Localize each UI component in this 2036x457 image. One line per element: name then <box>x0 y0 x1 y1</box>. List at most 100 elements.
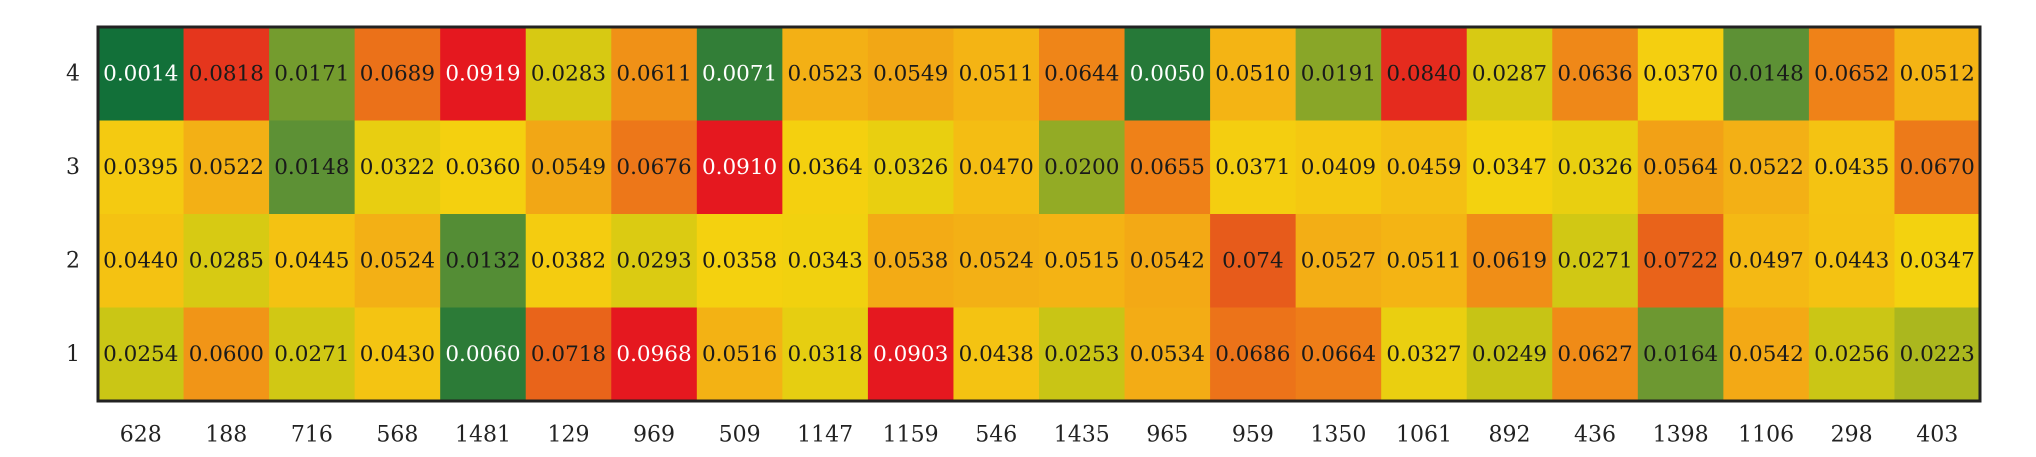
x-tick-label: 716 <box>291 423 333 448</box>
cell-value-label: 0.0223 <box>1900 342 1975 367</box>
x-axis-ticks: 628 188 716 568 1481 129 969 509 1147 1159 546 1435… <box>120 423 1958 448</box>
cell-value-label: 0.0271 <box>274 342 349 367</box>
x-tick-label: 969 <box>633 423 675 448</box>
heatmap-cell <box>1124 307 1211 402</box>
cell-value-label: 0.0326 <box>1557 155 1632 180</box>
cell-value-label: 0.0430 <box>360 342 435 367</box>
heatmap-cell <box>1723 120 1810 215</box>
cell-value-label: 0.0358 <box>702 248 777 273</box>
cell-value-label: 0.0919 <box>445 61 520 86</box>
heatmap-cell <box>1808 214 1896 309</box>
cell-value-label: 0.0627 <box>1557 342 1632 367</box>
heatmap-cell <box>440 214 527 309</box>
cell-value-label: 0.0191 <box>1301 61 1376 86</box>
cell-value-label: 0.0689 <box>360 61 435 86</box>
heatmap-cell <box>1552 120 1639 215</box>
heatmap-cell <box>183 27 270 122</box>
heatmap-cell <box>953 120 1040 215</box>
heatmap-cell <box>611 27 698 122</box>
heatmap-cell <box>98 214 185 309</box>
cell-value-label: 0.0200 <box>1044 155 1119 180</box>
x-tick-label: 403 <box>1916 423 1958 448</box>
cell-value-label: 0.0271 <box>1557 248 1632 273</box>
cell-value-label: 0.0636 <box>1557 61 1632 86</box>
heatmap-cell <box>782 120 869 215</box>
plot-frame <box>96 25 1982 403</box>
x-tick-label: 628 <box>120 423 162 448</box>
cell-value-label: 0.0542 <box>1130 248 1205 273</box>
cell-value-label: 0.0664 <box>1301 342 1376 367</box>
heatmap-cell <box>696 120 783 215</box>
cell-value-label: 0.0287 <box>1472 61 1547 86</box>
x-tick-label: 1061 <box>1396 423 1452 448</box>
heatmap-cell <box>1808 307 1896 402</box>
x-tick-label: 129 <box>548 423 590 448</box>
heatmap-cell <box>440 27 527 122</box>
cell-value-label: 0.0538 <box>873 248 948 273</box>
x-tick-label: 509 <box>719 423 761 448</box>
cell-value-label: 0.0600 <box>189 342 264 367</box>
cell-value-label: 0.0326 <box>873 155 948 180</box>
cell-value-label: 0.0655 <box>1130 155 1205 180</box>
heatmap-cell <box>867 307 955 402</box>
cell-value-label: 0.0409 <box>1301 155 1376 180</box>
heatmap-cell <box>1637 27 1724 122</box>
cell-value-label: 0.0611 <box>616 61 691 86</box>
cell-value-label: 0.0370 <box>1643 61 1718 86</box>
heatmap-cell <box>782 27 869 122</box>
heatmap-cell <box>867 120 955 215</box>
x-tick-label: 1481 <box>455 423 511 448</box>
cell-value-label: 0.0676 <box>616 155 691 180</box>
x-tick-label: 1435 <box>1054 423 1110 448</box>
cell-value-label: 0.0071 <box>702 61 777 86</box>
cell-value-label: 0.0515 <box>1044 248 1119 273</box>
cell-value-label: 0.0459 <box>1386 155 1461 180</box>
y-tick-label: 4 <box>66 61 80 86</box>
heatmap-cell <box>1295 307 1382 402</box>
heatmap-cell <box>98 27 185 122</box>
cell-value-label: 0.0968 <box>616 342 691 367</box>
cell-value-label: 0.0652 <box>1814 61 1889 86</box>
cell-value-label: 0.0164 <box>1643 342 1718 367</box>
heatmap-cell <box>1039 307 1126 402</box>
heatmap-cell <box>183 214 270 309</box>
x-tick-label: 959 <box>1232 423 1274 448</box>
heatmap-cell <box>525 120 612 215</box>
x-tick-label: 965 <box>1146 423 1188 448</box>
cell-value-label: 0.0347 <box>1900 248 1975 273</box>
x-tick-label: 546 <box>975 423 1017 448</box>
heatmap-cell <box>269 120 356 215</box>
cell-value-label: 0.0549 <box>873 61 948 86</box>
cell-value-label: 0.0060 <box>445 342 520 367</box>
heatmap-cell <box>1210 120 1297 215</box>
heatmap-cell <box>269 307 356 402</box>
cell-value-label: 0.0360 <box>445 155 520 180</box>
heatmap-cell <box>1295 214 1382 309</box>
heatmap-cell <box>782 214 869 309</box>
heatmap-cell <box>953 214 1040 309</box>
heatmap-cell <box>611 214 698 309</box>
heatmap-cell <box>1381 120 1468 215</box>
heatmap-cell <box>1552 307 1639 402</box>
heatmap-cell <box>1637 307 1724 402</box>
heatmap-cell <box>1381 307 1468 402</box>
y-axis-ticks: 4 3 2 1 <box>66 61 80 367</box>
heatmap-cell <box>269 214 356 309</box>
heatmap-cell <box>867 27 955 122</box>
heatmap-cell <box>782 307 869 402</box>
cell-value-label: 0.0670 <box>1900 155 1975 180</box>
heatmap-cell <box>525 307 612 402</box>
cell-value-label: 0.0542 <box>1729 342 1804 367</box>
heatmap-cell <box>867 214 955 309</box>
heatmap-cell <box>1552 27 1639 122</box>
cell-value-label: 0.0644 <box>1044 61 1119 86</box>
cell-value-label: 0.0249 <box>1472 342 1547 367</box>
cell-value-label: 0.0132 <box>445 248 520 273</box>
cell-value-label: 0.0516 <box>702 342 777 367</box>
x-tick-label: 1350 <box>1310 423 1366 448</box>
y-tick-label: 1 <box>66 342 80 367</box>
x-tick-label: 1147 <box>797 423 853 448</box>
heatmap-cell <box>525 27 612 122</box>
heatmap-cell <box>696 27 783 122</box>
cell-value-label: 0.0050 <box>1130 61 1205 86</box>
